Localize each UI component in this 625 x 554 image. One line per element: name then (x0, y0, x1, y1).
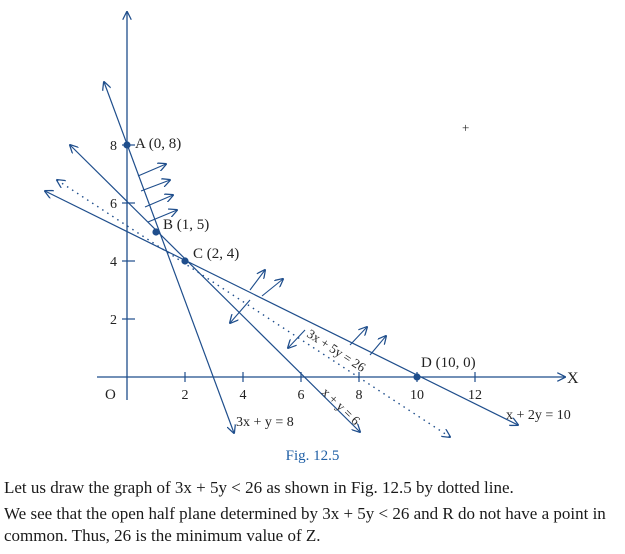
line-label-x-plus-2y-10: x + 2y = 10 (506, 408, 571, 423)
shade-arrow (349, 327, 367, 346)
shade-arrow (140, 180, 170, 192)
corner-point (413, 373, 421, 381)
line-3x-plus-5y-26-dotted (57, 180, 450, 437)
line-x-plus-2y-10 (45, 191, 518, 425)
x-tick-label: 6 (298, 388, 305, 403)
corner-point-label: D (10, 0) (421, 355, 476, 371)
shade-arrow (369, 336, 386, 356)
corner-points: A (0, 8) B (1, 5) C (2, 4) D (10, 0) (123, 136, 476, 381)
line-label-3x-plus-5y-26: 3x + 5y = 26 (304, 326, 368, 375)
origin-label: O (105, 387, 116, 403)
y-tick-label: 6 (110, 197, 117, 212)
shade-arrow (288, 329, 306, 348)
stray-mark: + (462, 120, 469, 135)
line-label-3x-plus-y-8: 3x + y = 8 (236, 415, 294, 430)
x-axis-label: X (567, 370, 579, 387)
y-tick-label: 4 (110, 255, 117, 270)
paragraph-2: We see that the open half plane determin… (4, 504, 606, 545)
corner-point (123, 141, 131, 149)
shade-arrow (137, 164, 166, 177)
corner-point (152, 228, 160, 236)
shade-arrow (144, 195, 173, 208)
x-tick-label: 4 (240, 388, 247, 403)
corner-point (181, 257, 189, 265)
x-tick-label: 8 (356, 388, 363, 403)
shade-arrow (230, 299, 251, 323)
x-tick-label: 10 (410, 388, 424, 403)
half-plane-arrows (137, 164, 386, 356)
corner-point-label: C (2, 4) (193, 246, 239, 262)
y-tick-label: 8 (110, 139, 117, 154)
figure-caption: Fig. 12.5 (285, 448, 340, 464)
corner-point-label: B (1, 5) (163, 217, 209, 233)
corner-point-label: A (0, 8) (135, 136, 181, 152)
shade-arrow (261, 279, 283, 297)
paragraph-1: Let us draw the graph of 3x + 5y < 26 as… (4, 478, 514, 497)
y-tick-label: 2 (110, 313, 117, 328)
shade-arrow (147, 210, 177, 223)
shade-arrow (249, 270, 265, 291)
x-tick-label: 2 (182, 388, 189, 403)
